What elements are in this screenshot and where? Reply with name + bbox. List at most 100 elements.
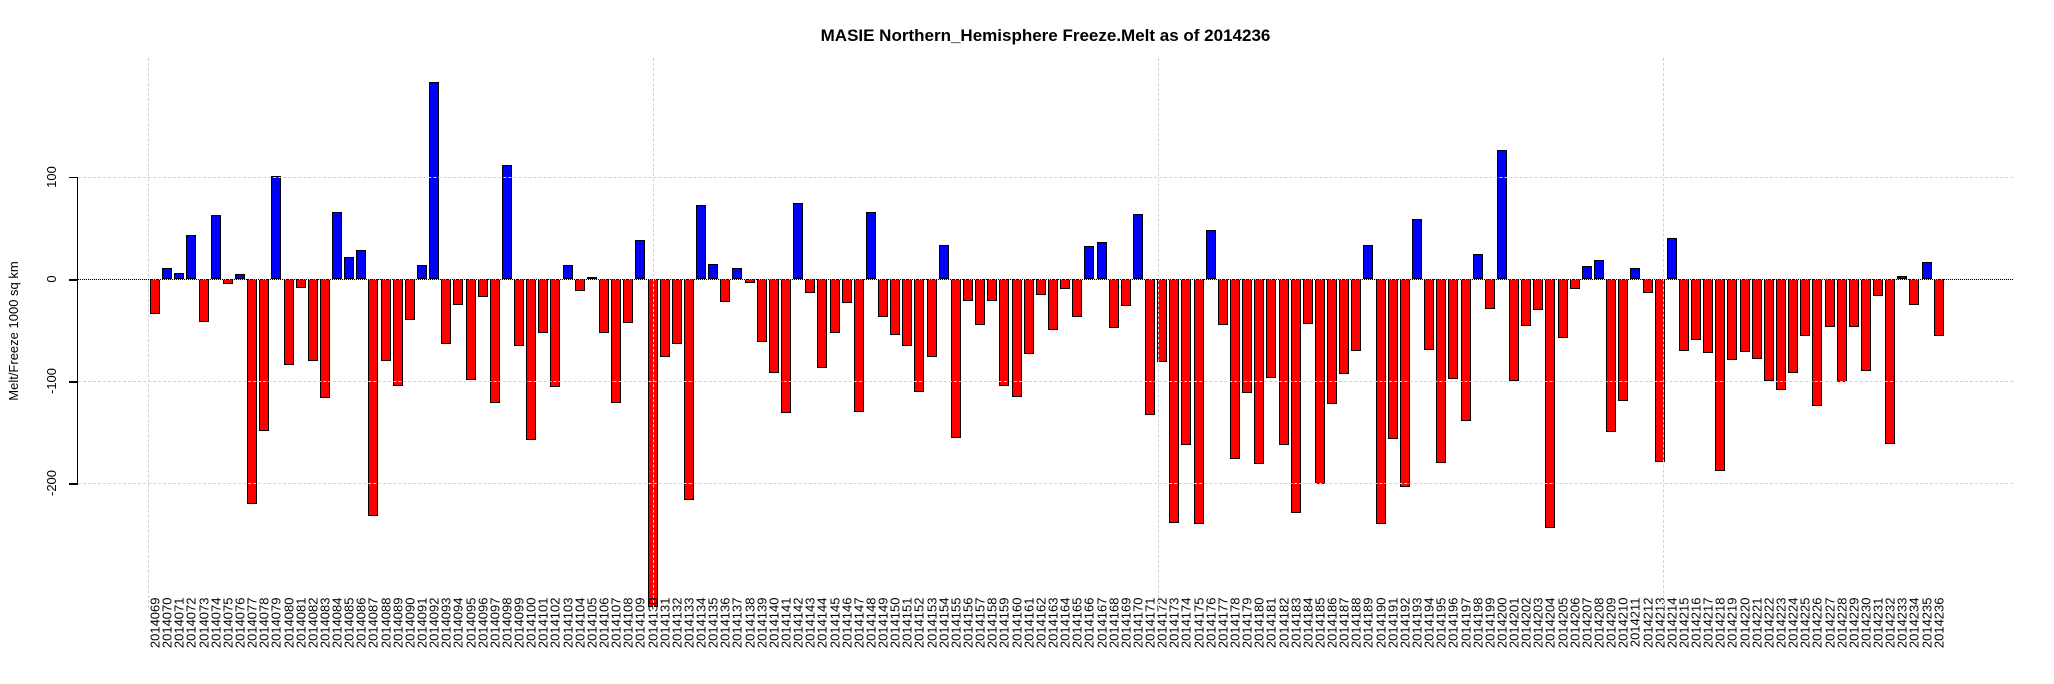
bar	[914, 279, 925, 393]
bar	[793, 203, 804, 279]
bar	[999, 279, 1010, 387]
bar	[902, 279, 913, 347]
bar	[1581, 265, 1592, 279]
bar	[950, 279, 961, 439]
y-tick-label: -200	[44, 470, 59, 497]
bar	[1060, 279, 1071, 290]
bar	[234, 273, 245, 279]
bar	[720, 279, 731, 302]
bar	[878, 279, 888, 317]
bar	[174, 272, 185, 279]
bar	[623, 279, 634, 323]
bar	[1642, 279, 1653, 294]
bar	[416, 264, 427, 279]
bar	[1630, 267, 1641, 279]
bar	[1363, 245, 1374, 279]
bar	[805, 279, 816, 294]
bar	[1047, 279, 1058, 331]
bar	[926, 279, 937, 357]
bar	[562, 264, 573, 279]
bar	[1533, 279, 1544, 310]
bar	[441, 279, 452, 345]
bar	[841, 279, 852, 303]
bar	[1557, 279, 1568, 339]
bar	[1011, 279, 1022, 397]
bar	[817, 279, 828, 368]
bar	[756, 279, 767, 343]
bar	[1763, 279, 1774, 382]
y-axis-line	[76, 176, 78, 484]
bar	[611, 279, 622, 403]
bar	[1339, 279, 1350, 374]
bar	[1715, 279, 1726, 472]
bar	[1242, 279, 1253, 394]
bar	[1472, 253, 1483, 279]
bar	[829, 279, 840, 334]
bar	[1727, 279, 1738, 360]
v-gridline	[148, 58, 149, 608]
bar	[307, 279, 318, 361]
bar	[1666, 238, 1677, 279]
chart-title: MASIE Northern_Hemisphere Freeze.Melt as…	[820, 26, 1271, 45]
bar	[1885, 279, 1896, 444]
y-tick-label: 100	[44, 165, 59, 188]
bar	[1776, 279, 1786, 391]
bar	[356, 250, 367, 279]
bar	[295, 279, 306, 289]
bar	[1909, 279, 1920, 305]
y-tick-mark	[69, 176, 78, 179]
bar	[210, 214, 221, 279]
bar	[732, 267, 743, 279]
bar	[1084, 246, 1095, 279]
y-tick-mark	[69, 483, 78, 485]
bar	[1387, 279, 1398, 440]
bar	[1375, 279, 1386, 525]
zero-line	[78, 279, 2013, 280]
bar	[429, 81, 440, 279]
bar	[368, 279, 379, 517]
bar	[550, 279, 561, 388]
bar	[1824, 279, 1835, 327]
bar	[1351, 279, 1362, 351]
bar	[1229, 279, 1240, 459]
bar	[1812, 279, 1823, 406]
bar	[853, 279, 864, 412]
bar	[1606, 279, 1617, 433]
bar	[283, 279, 294, 365]
bar	[319, 279, 330, 398]
bar	[708, 263, 719, 279]
bar	[865, 211, 876, 279]
bar	[671, 279, 682, 345]
v-gridline	[1663, 58, 1664, 608]
bar	[1460, 279, 1471, 421]
h-gridline	[78, 176, 2013, 178]
bar	[1448, 279, 1459, 380]
bar	[1096, 242, 1107, 279]
bar	[404, 279, 415, 320]
bar	[1593, 259, 1604, 279]
bar	[344, 256, 355, 279]
bar	[1327, 279, 1337, 404]
bar	[1217, 279, 1228, 325]
bar	[162, 267, 173, 279]
bar	[1181, 279, 1192, 445]
bar	[514, 279, 524, 347]
bar	[1703, 279, 1714, 353]
bar	[259, 279, 270, 432]
bar	[1072, 279, 1083, 317]
y-axis-label: Melt/Freeze 1000 sq km	[6, 261, 21, 401]
bar	[1205, 230, 1216, 279]
bar	[1873, 279, 1883, 297]
bar	[247, 279, 258, 504]
bar	[987, 279, 998, 301]
bar	[1436, 279, 1447, 463]
bar	[1132, 213, 1143, 279]
bar	[1509, 279, 1519, 382]
bar	[1739, 279, 1750, 352]
bar	[1290, 279, 1301, 513]
y-tick-mark	[69, 381, 78, 383]
bar	[1921, 261, 1932, 279]
bar	[1618, 279, 1629, 401]
bar	[186, 235, 197, 279]
